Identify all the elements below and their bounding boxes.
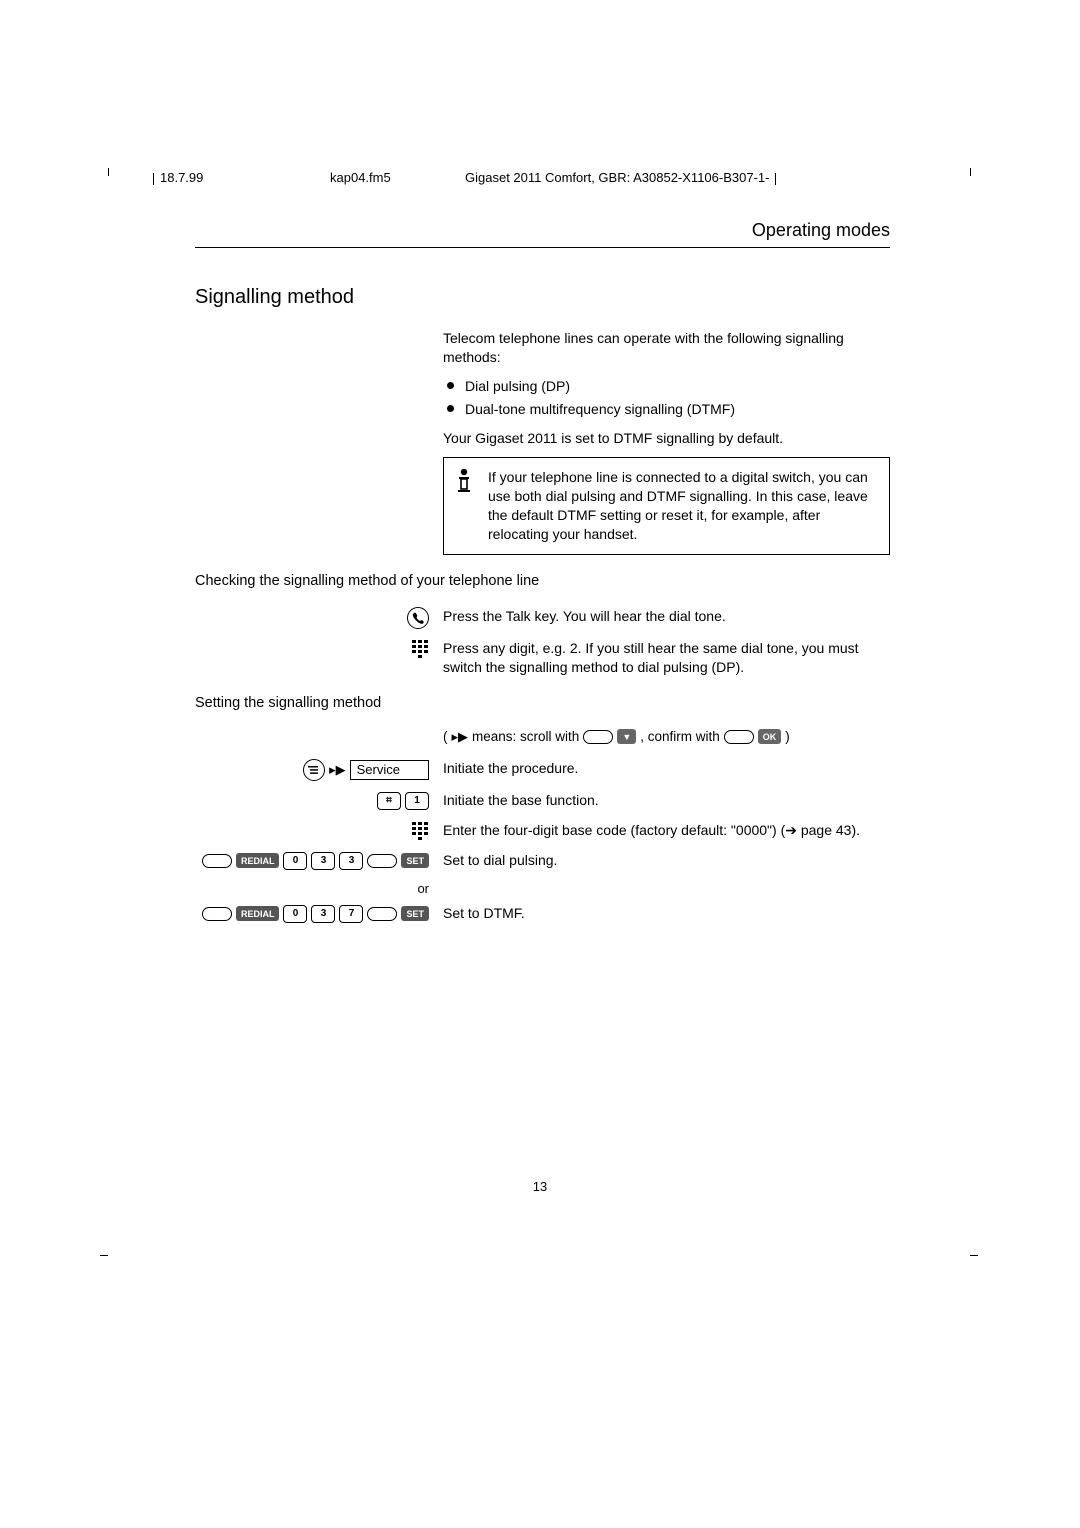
zero-key: 0 bbox=[283, 905, 307, 923]
step-text: Initiate the base function. bbox=[443, 791, 890, 810]
meta-filename: kap04.fm5 bbox=[330, 170, 391, 185]
keypad-icon bbox=[411, 639, 429, 659]
subheading-set: Setting the signalling method bbox=[195, 695, 890, 711]
intro-bullets: Dial pulsing (DP) Dual-tone multifrequen… bbox=[443, 377, 890, 419]
subheading-check: Checking the signalling method of your t… bbox=[195, 573, 890, 589]
intro-para: Telecom telephone lines can operate with… bbox=[443, 329, 890, 367]
note-text: If your telephone line is connected to a… bbox=[488, 469, 868, 542]
softkey-pill-icon bbox=[367, 854, 397, 868]
softkey-pill-icon bbox=[367, 907, 397, 921]
menu-key-icon bbox=[303, 759, 325, 781]
scroll-hint: ( ▸▶ means: scroll with ▼ , confirm with… bbox=[443, 729, 890, 745]
keypad-icon bbox=[411, 821, 429, 841]
section-title: Signalling method bbox=[195, 286, 890, 309]
step-text: Press any digit, e.g. 2. If you still he… bbox=[443, 639, 890, 677]
softkey-pill-icon bbox=[202, 907, 232, 921]
three-key: 3 bbox=[339, 852, 363, 870]
meta-model: Gigaset 2011 Comfort, GBR: A30852-X1106-… bbox=[465, 170, 776, 185]
crop-mark bbox=[970, 168, 971, 176]
crop-mark bbox=[108, 168, 109, 176]
step-text: Set to dial pulsing. bbox=[443, 851, 890, 870]
three-key: 3 bbox=[311, 905, 335, 923]
crop-mark bbox=[100, 1255, 108, 1256]
redial-softkey: REDIAL bbox=[236, 853, 280, 868]
seven-key: 7 bbox=[339, 905, 363, 923]
set-softkey: SET bbox=[401, 906, 429, 921]
page-number: 13 bbox=[0, 1179, 1080, 1194]
arrow-right-icon: ▸▶ bbox=[329, 762, 346, 778]
or-text: or bbox=[195, 881, 443, 896]
crop-mark bbox=[970, 1255, 978, 1256]
info-pin-icon bbox=[454, 468, 474, 499]
step-text: Set to DTMF. bbox=[443, 904, 890, 923]
down-softkey: ▼ bbox=[617, 729, 636, 744]
arrow-right-icon: ➔ bbox=[785, 822, 797, 838]
one-key: 1 bbox=[405, 792, 429, 810]
bullet-item: Dial pulsing (DP) bbox=[443, 377, 890, 396]
zero-key: 0 bbox=[283, 852, 307, 870]
ok-softkey: OK bbox=[758, 729, 782, 744]
note-box: If your telephone line is connected to a… bbox=[443, 457, 890, 555]
softkey-pill-icon bbox=[202, 854, 232, 868]
three-key: 3 bbox=[311, 852, 335, 870]
set-softkey: SET bbox=[401, 853, 429, 868]
intro-default: Your Gigaset 2011 is set to DTMF signall… bbox=[443, 429, 890, 448]
bullet-item: Dual-tone multifrequency signalling (DTM… bbox=[443, 400, 890, 419]
menu-item-service: Service bbox=[350, 760, 429, 780]
step-text: Press the Talk key. You will hear the di… bbox=[443, 607, 890, 626]
talk-key-icon bbox=[407, 607, 429, 629]
page-header: Operating modes bbox=[195, 220, 890, 248]
redial-softkey: REDIAL bbox=[236, 906, 280, 921]
softkey-pill-icon bbox=[583, 730, 613, 744]
hash-key: ⌗ bbox=[377, 792, 401, 810]
step-text: Initiate the procedure. bbox=[443, 759, 890, 778]
arrow-right-icon: ▸▶ bbox=[452, 729, 469, 745]
meta-date: 18.7.99 bbox=[153, 170, 203, 185]
softkey-pill-icon bbox=[724, 730, 754, 744]
step-text: Enter the four-digit base code (factory … bbox=[443, 821, 890, 840]
